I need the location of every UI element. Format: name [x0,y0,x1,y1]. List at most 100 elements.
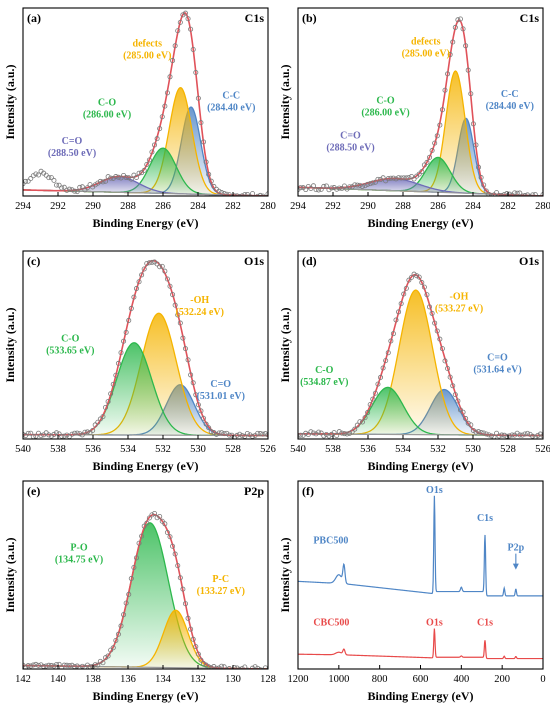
raw-point [141,523,147,529]
panel-b: defects(285.00 eV) C-O(286.00 eV) C-C(284.… [278,7,550,230]
raw-point [463,416,469,422]
raw-point [28,176,34,182]
raw-point [540,433,543,439]
x-tick-label: 130 [225,674,241,685]
x-tick-label: 294 [290,201,307,212]
plot-area-b [298,16,543,196]
raw-point [506,433,512,439]
raw-point [77,664,83,669]
raw-point [401,291,407,297]
raw-point [432,320,438,326]
raw-point [61,184,67,190]
raw-point [434,133,440,139]
panel-label-f: (f) [302,484,314,498]
axes-frame-d [297,250,544,440]
raw-point [82,429,88,435]
raw-point [61,662,67,668]
raw-point [35,172,41,178]
panel-label-c: (c) [27,254,40,268]
raw-point [110,645,116,651]
raw-point [64,187,70,193]
raw-point [64,432,70,438]
raw-point [141,266,147,272]
survey-annotation-p2p: P2p [508,543,525,554]
y-axis-title-f: Intensity (a.u.) [278,537,292,612]
x-tick-label: 534 [395,444,412,455]
raw-point [133,174,139,180]
raw-point [108,175,114,181]
raw-point [260,431,266,437]
raw-point [54,662,60,668]
x-tick-label: 532 [155,444,171,455]
raw-point [203,159,209,165]
raw-point [352,182,358,188]
x-tick-label: 290 [85,201,101,212]
raw-point [388,175,394,181]
raw-point [188,26,194,32]
raw-point [310,430,316,436]
raw-data-d [298,271,543,439]
raw-point [504,433,510,439]
raw-point [185,615,191,621]
peak-energy-d--OH: (533.27 eV) [435,304,483,315]
peak-label-d-C-O: C-O [315,365,334,376]
raw-point [175,28,181,34]
raw-point [208,178,214,184]
x-tick-label: 138 [85,674,101,685]
plot-area-a [23,10,268,196]
survey-annotation-o1s: O1s [426,617,443,628]
raw-point [72,430,78,436]
peak-energy-b-defects: (285.00 eV) [402,49,450,60]
raw-point [398,175,404,181]
raw-point [162,268,168,274]
peak-label-e-P-O: P-O [70,543,87,554]
raw-point [131,294,137,300]
raw-point [38,433,44,439]
plot-area-d [298,271,543,439]
survey-line-CBC500 [298,628,543,660]
raw-point [530,192,536,196]
panel-label-d: (d) [302,254,317,268]
raw-point [519,432,525,438]
raw-point [372,179,378,185]
raw-point [318,186,324,192]
peak-energy-b-C-O: (286.00 eV) [361,108,409,119]
raw-point [359,183,365,189]
survey-annotation-o1s: O1s [426,485,443,496]
raw-point [334,432,340,438]
raw-point [416,274,422,280]
raw-point [414,273,420,279]
raw-point [522,431,528,437]
x-tick-label: 526 [260,444,276,455]
raw-point [347,184,353,190]
raw-point [95,419,101,425]
raw-point [164,530,170,536]
raw-point [383,358,389,364]
raw-point [499,432,505,438]
raw-point [398,301,404,307]
raw-point [128,576,134,582]
raw-point [439,107,445,113]
raw-point [152,510,158,516]
raw-point [126,175,132,181]
raw-point [221,431,227,437]
raw-point [365,181,371,187]
raw-point [126,317,132,323]
raw-point [136,279,142,285]
raw-point [308,185,314,191]
plot-area-f [298,495,543,660]
raw-point [242,192,248,196]
peak-label-c--OH: -OH [190,295,209,306]
raw-point [494,430,500,436]
raw-point [203,421,209,427]
raw-point [118,623,124,629]
raw-point [90,427,96,433]
raw-point [323,431,329,437]
panel-f: PBC500 CBC500 O1s C1s P2p O1s C1s 1200 1000 800 60… [278,480,546,703]
raw-point [347,430,353,436]
raw-point [154,515,160,521]
raw-point [481,182,487,188]
raw-point [239,433,245,439]
raw-point [154,136,160,142]
raw-point [157,513,163,519]
